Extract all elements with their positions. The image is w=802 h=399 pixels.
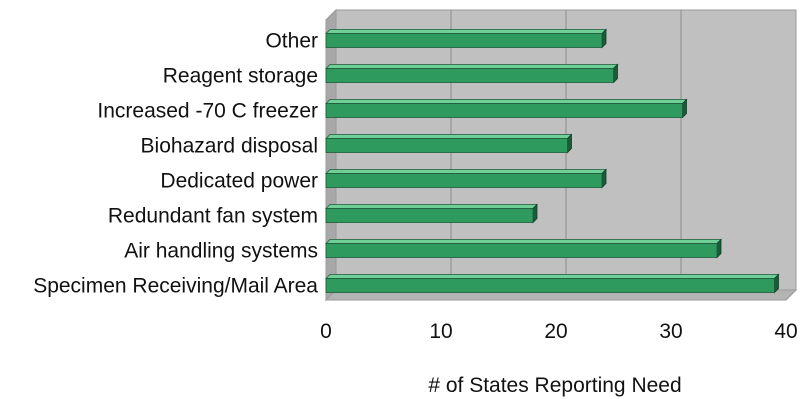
category-label: Reagent storage [163, 65, 318, 88]
bar-top-face [325, 204, 538, 209]
bar [325, 168, 607, 189]
bar [325, 133, 573, 154]
bar-front-face [325, 68, 614, 83]
bar [325, 273, 780, 294]
x-tick-label: 20 [544, 320, 567, 343]
bar-front-face [325, 243, 718, 258]
x-tick-labels: 0 10 20 30 40 [320, 320, 798, 343]
bar-front-face [325, 138, 568, 153]
bar-top-face [325, 239, 722, 244]
x-tick-label: 10 [429, 320, 452, 343]
category-labels: Other Reagent storage Increased -70 C free… [33, 30, 318, 298]
bar-top-face [325, 274, 780, 279]
bar [325, 28, 607, 49]
bar-top-face [325, 134, 573, 139]
bars [325, 28, 780, 294]
x-axis-title: # of States Reporting Need [428, 374, 681, 397]
category-label: Specimen Receiving/Mail Area [33, 275, 318, 298]
bar-front-face [325, 278, 775, 293]
bar-top-face [325, 99, 688, 104]
category-label: Redundant fan system [108, 205, 318, 228]
bar [325, 238, 722, 259]
category-label: Biohazard disposal [141, 135, 318, 158]
bar [325, 63, 619, 84]
category-label: Dedicated power [160, 170, 318, 193]
x-tick-label: 0 [320, 320, 332, 343]
bar-front-face [325, 173, 603, 188]
bar-top-face [325, 169, 607, 174]
category-label: Other [265, 30, 318, 53]
bar-front-face [325, 33, 603, 48]
x-tick-label: 40 [774, 320, 797, 343]
bar-front-face [325, 103, 683, 118]
x-tick-label: 30 [659, 320, 682, 343]
category-label: Increased -70 C freezer [97, 100, 318, 123]
bar-top-face [325, 29, 607, 34]
category-label: Air handling systems [124, 240, 318, 263]
bar [325, 98, 688, 119]
bar [325, 203, 538, 224]
bar-front-face [325, 208, 534, 223]
bar-top-face [325, 64, 619, 69]
